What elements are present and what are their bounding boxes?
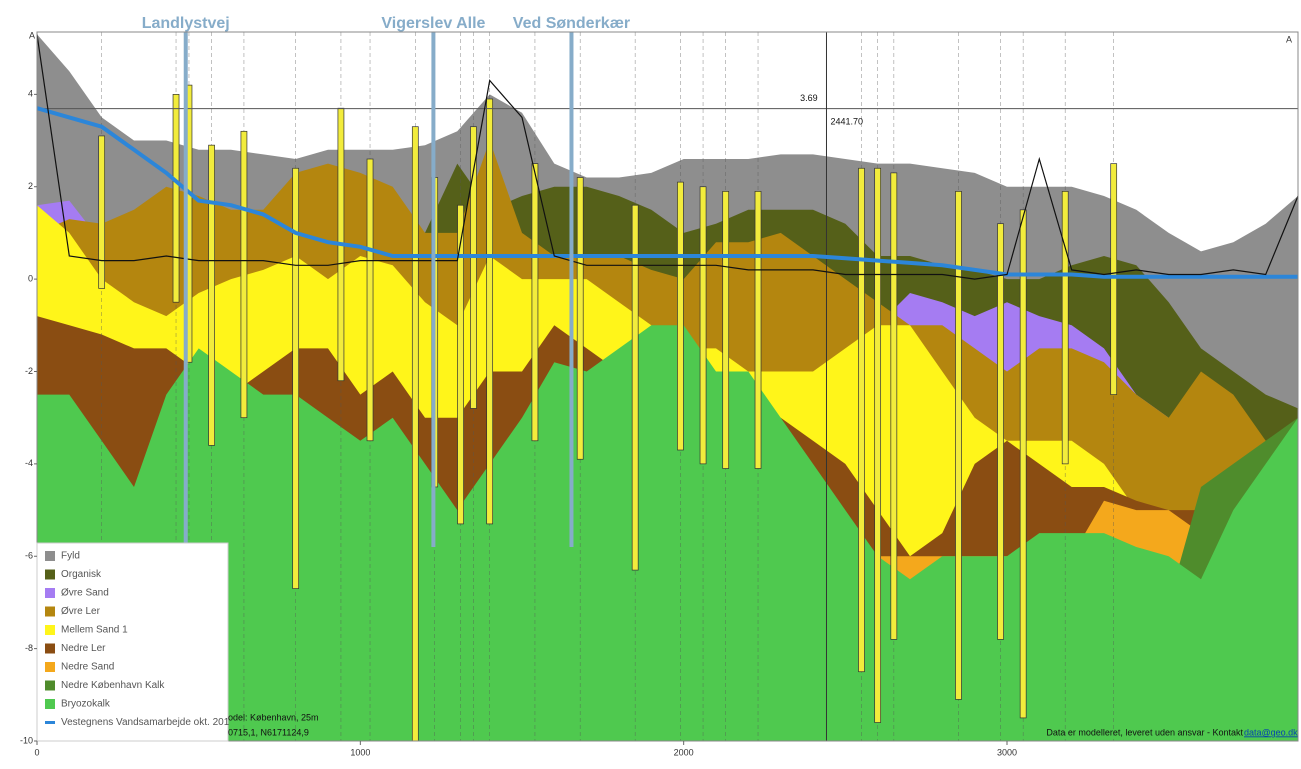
legend-label: Organisk [61, 569, 102, 580]
legend-swatch [45, 570, 55, 580]
borehole [723, 191, 729, 468]
corner-label: A [1286, 34, 1292, 44]
street-label: Landlystvej [142, 15, 230, 32]
x-tick-label: 1000 [350, 747, 370, 757]
legend-swatch [45, 681, 55, 691]
borehole [99, 136, 105, 288]
reference-label: 2441.70 [830, 116, 863, 126]
legend-label: Bryozokalk [61, 699, 111, 710]
borehole [700, 187, 706, 464]
borehole [173, 94, 179, 302]
x-tick-label: 0 [34, 747, 39, 757]
legend-label: Nedre København Kalk [61, 680, 165, 691]
legend-swatch [45, 662, 55, 672]
borehole [632, 205, 638, 570]
y-tick-label: -6 [25, 551, 33, 561]
borehole [1062, 191, 1068, 464]
y-tick-label: 4 [28, 89, 33, 99]
legend-label: Fyld [61, 551, 80, 562]
legend-label: Vestegnens Vandsamarbejde okt. 201 [61, 717, 230, 728]
legend-label: Øvre Sand [61, 588, 109, 599]
disclaimer: Data er modelleret, leveret uden ansvar … [1046, 727, 1243, 737]
y-tick-label: -2 [25, 366, 33, 376]
legend-label: Mellem Sand 1 [61, 625, 128, 636]
y-tick-label: -4 [25, 458, 33, 468]
y-tick-label: -8 [25, 643, 33, 653]
legend-swatch [45, 551, 55, 561]
y-tick-label: -10 [20, 735, 33, 745]
legend-swatch [45, 625, 55, 635]
x-tick-label: 3000 [997, 747, 1017, 757]
borehole [875, 168, 881, 722]
reference-label: 3.69 [800, 93, 818, 103]
borehole [487, 99, 493, 524]
legend-swatch [45, 644, 55, 654]
borehole [532, 164, 538, 441]
legend-label: Nedre Ler [61, 643, 106, 654]
borehole [677, 182, 683, 450]
legend-swatch [45, 699, 55, 709]
legend-label: Nedre Sand [61, 662, 114, 673]
legend-swatch [45, 607, 55, 617]
y-tick-label: 2 [28, 181, 33, 191]
borehole [891, 173, 897, 640]
street-label: Vigerslev Alle [381, 15, 485, 32]
legend-swatch [45, 588, 55, 598]
contact-link[interactable]: data@geo.dk [1244, 727, 1298, 737]
borehole [1111, 164, 1117, 395]
street-label: Ved Sønderkær [513, 15, 630, 32]
borehole [577, 177, 583, 459]
corner-label: A [29, 30, 35, 40]
borehole [755, 191, 761, 468]
borehole [859, 168, 865, 671]
x-tick-label: 2000 [674, 747, 694, 757]
borehole [367, 159, 373, 441]
borehole [998, 224, 1004, 640]
borehole [1020, 210, 1026, 718]
y-tick-label: 0 [28, 273, 33, 283]
chart: 3.69 2441.70 A A Fyld Organisk Øvre Sand Øvr… [0, 0, 1301, 764]
legend-label: Øvre Ler [61, 606, 101, 617]
borehole [412, 127, 418, 741]
legend: Fyld Organisk Øvre Sand Øvre Ler Mellem Sand… [37, 543, 230, 741]
coords-note: 0715,1, N6171124,9 [228, 727, 309, 737]
borehole [241, 131, 247, 417]
model-note: odel: København, 25m [228, 712, 319, 722]
borehole [209, 145, 215, 445]
